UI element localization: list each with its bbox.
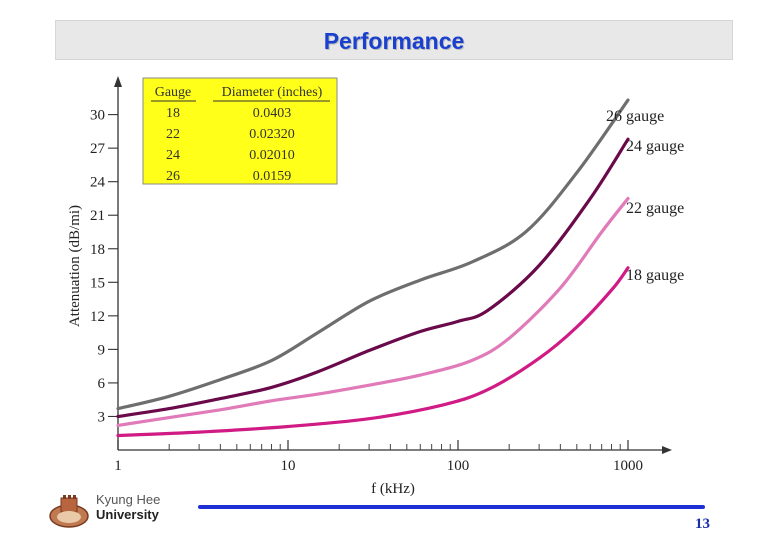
page-title: Performance — [323, 28, 465, 54]
legend-cell: 24 — [166, 148, 180, 163]
legend-cell: 0.02010 — [249, 148, 295, 163]
footer-divider — [198, 505, 705, 509]
chart-series-lines — [116, 98, 630, 438]
legend-cell: 22 — [166, 127, 180, 142]
y-tick-label: 24 — [90, 175, 106, 191]
slide-footer: Kyung Hee University 13 — [0, 488, 780, 540]
page-number: 13 — [695, 516, 710, 532]
series-line-18-gauge — [116, 266, 630, 438]
series-label-18-gauge: 18 gauge — [626, 267, 684, 284]
x-axis-label: f (kHz) — [371, 481, 415, 497]
chart-axes: 3 6 9 12 15 18 21 24 27 30 1 10 100 1000 f (kHz) Attenu… — [67, 76, 672, 497]
gauge-legend-table: Gauge Diameter (inches) 18 0.0403 22 0.02320 2… — [142, 77, 338, 185]
y-tick-label: 12 — [90, 309, 105, 325]
x-axis-arrow — [662, 446, 672, 454]
y-tick-label: 30 — [90, 108, 105, 124]
series-line-26-gauge — [116, 98, 630, 411]
legend-cell: 0.02320 — [249, 127, 295, 142]
y-tick-label: 15 — [90, 275, 105, 291]
university-name-line2: University — [96, 507, 159, 522]
legend-header: Diameter (inches) — [222, 85, 323, 100]
legend-header: Gauge — [155, 85, 192, 100]
y-tick-label: 27 — [90, 141, 106, 157]
legend-cell: 0.0159 — [253, 169, 292, 184]
x-tick-label: 10 — [281, 458, 296, 474]
y-tick-label: 3 — [98, 409, 106, 425]
university-logo-icon — [49, 495, 89, 528]
y-tick-label: 9 — [98, 342, 106, 358]
legend-cell: 26 — [166, 169, 180, 184]
legend-box — [142, 77, 338, 185]
y-axis-label: Attenuation (dB/mi) — [67, 205, 83, 327]
series-label-26-gauge: 26 gauge — [606, 108, 664, 125]
series-label-24-gauge: 24 gauge — [626, 138, 684, 155]
university-name-line1: Kyung Hee — [96, 492, 161, 507]
x-tick-label: 1000 — [613, 458, 643, 474]
series-label-22-gauge: 22 gauge — [626, 200, 684, 217]
chart-series-labels: 26 gauge 24 gauge 22 gauge 18 gauge — [606, 108, 684, 284]
legend-cell: 18 — [166, 106, 180, 121]
x-tick-label: 100 — [447, 458, 470, 474]
legend-cell: 0.0403 — [253, 106, 292, 121]
university-name: Kyung Hee University — [96, 492, 160, 522]
y-axis-arrow — [114, 76, 122, 87]
y-tick-label: 6 — [98, 376, 106, 392]
x-tick-label: 1 — [114, 458, 122, 474]
series-line-24-gauge — [116, 137, 630, 419]
y-tick-label: 18 — [90, 242, 105, 258]
y-tick-label: 21 — [90, 208, 105, 224]
series-line-22-gauge — [116, 196, 630, 427]
title-bar: Performance — [55, 20, 733, 60]
